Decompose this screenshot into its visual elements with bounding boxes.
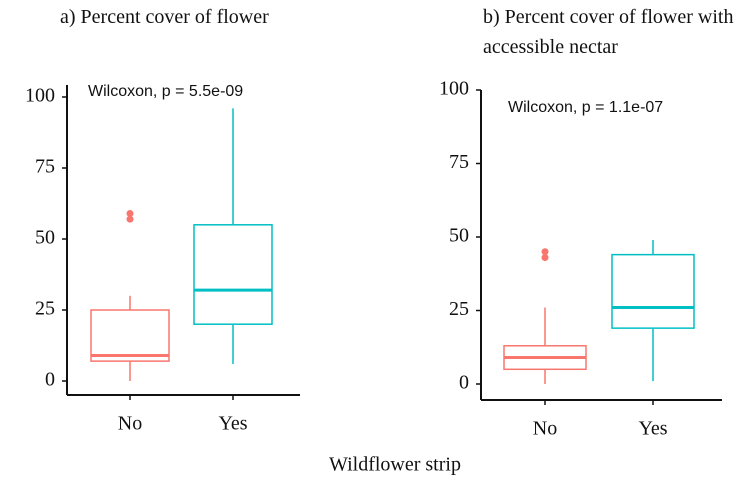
x-tick-label: No xyxy=(533,418,557,440)
outlier xyxy=(541,254,549,262)
outlier xyxy=(126,215,134,223)
y-tick-label: 50 xyxy=(35,227,55,249)
annotation: Wilcoxon, p = 5.5e-09 xyxy=(88,83,243,100)
x-tick-label: Yes xyxy=(638,418,667,440)
y-tick-label: 75 xyxy=(35,156,55,178)
y-tick-label: 25 xyxy=(449,298,469,320)
y-tick-label: 0 xyxy=(45,369,55,391)
box xyxy=(193,224,273,325)
annotation: Wilcoxon, p = 1.1e-07 xyxy=(508,99,663,116)
y-tick-label: 75 xyxy=(449,151,469,173)
box xyxy=(90,309,170,362)
y-tick-label: 0 xyxy=(459,372,469,394)
outlier xyxy=(126,209,134,217)
y-tick-label: 50 xyxy=(449,225,469,247)
chart-title: a) Percent cover of flower xyxy=(60,6,269,28)
chart-title: b) Percent cover of flower with accessib… xyxy=(483,6,734,58)
y-tick-label: 100 xyxy=(25,85,55,107)
outlier xyxy=(541,248,549,256)
y-tick-label: 25 xyxy=(35,298,55,320)
y-tick-label: 100 xyxy=(439,78,469,100)
x-tick-label: No xyxy=(118,413,142,435)
x-tick-label: Yes xyxy=(218,413,247,435)
x-axis-label: Wildflower strip xyxy=(329,454,461,476)
box xyxy=(611,253,695,329)
